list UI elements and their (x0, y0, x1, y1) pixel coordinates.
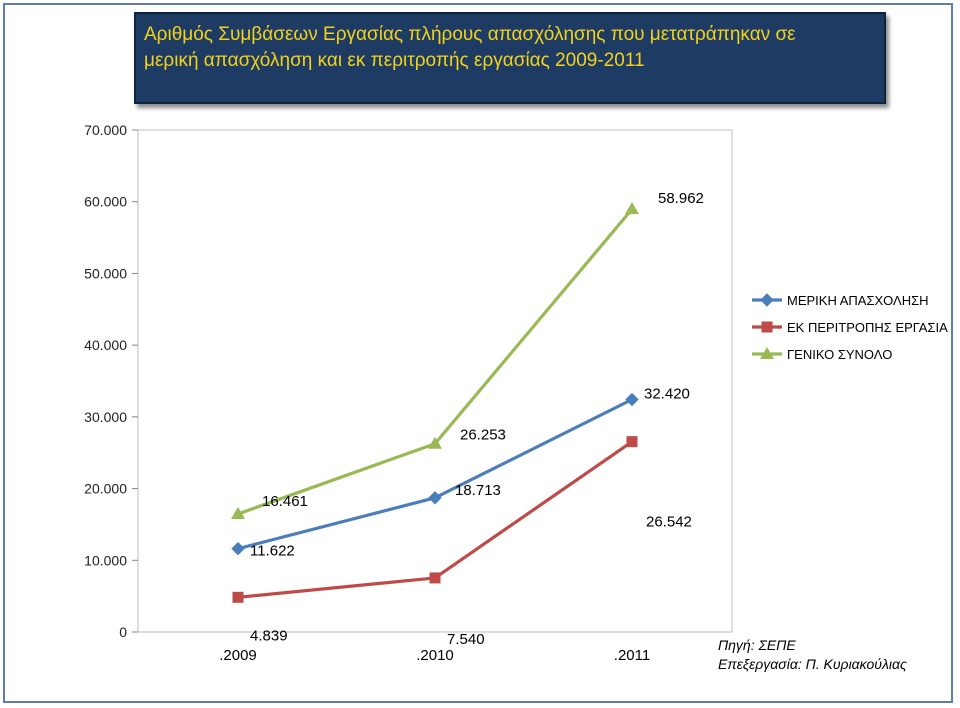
y-tick-label: 0 (119, 624, 127, 640)
data-label: 26.542 (646, 514, 692, 531)
data-label: 4.839 (250, 627, 288, 644)
data-label: 58.962 (658, 190, 704, 207)
slide-frame (3, 3, 953, 703)
series-line (237, 208, 634, 516)
data-point (428, 491, 442, 505)
data-label: 16.461 (262, 493, 308, 510)
legend-label: ΜΕΡΙΚΗ ΑΠΑΣΧΟΛΗΣΗ (787, 293, 929, 308)
y-tick-label: 30.000 (84, 409, 127, 425)
y-tick-label: 40.000 (84, 337, 127, 353)
title-banner: Αριθμός Συμβάσεων Εργασίας πλήρους απασχ… (134, 12, 886, 104)
y-tick-label: 10.000 (84, 552, 127, 568)
data-label: 7.540 (447, 631, 485, 648)
data-point (428, 436, 442, 449)
data-point (429, 572, 441, 584)
data-point (232, 591, 244, 603)
x-tick-label: .2011 (614, 647, 650, 664)
legend-label: ΕΚ ΠΕΡΙΤΡΟΠΗΣ ΕΡΓΑΣΙΑ (787, 320, 948, 335)
y-tick-label: 70.000 (84, 122, 127, 138)
data-label: 32.420 (644, 386, 690, 403)
legend-label: ΓΕΝΙΚΟ ΣΥΝΟΛΟ (787, 347, 892, 362)
data-point (231, 541, 245, 556)
y-tick-label: 20.000 (84, 481, 127, 497)
chart-title: Αριθμός Συμβάσεων Εργασίας πλήρους απασχ… (144, 24, 796, 71)
legend-marker (761, 321, 773, 333)
x-tick-label: .2009 (219, 647, 257, 664)
data-point (231, 506, 245, 519)
data-point (625, 392, 639, 407)
processing-credit-line: Επεξεργασία: Π. Κυριακούλιας (718, 656, 907, 672)
source-note: Πηγή: ΣΕΠΕ Επεξεργασία: Π. Κυριακούλιας (718, 636, 907, 674)
legend-marker (760, 347, 774, 359)
y-tick-label: 50.000 (84, 265, 127, 281)
data-label: 18.713 (455, 482, 501, 499)
y-tick-label: 60.000 (84, 194, 127, 210)
x-tick-label: .2010 (416, 647, 454, 664)
legend-marker (760, 293, 774, 307)
series-line (237, 398, 633, 551)
data-label: 26.253 (460, 427, 506, 444)
plot-area (137, 129, 733, 633)
data-point (626, 436, 638, 448)
source-line: Πηγή: ΣΕΠΕ (718, 637, 796, 653)
data-label: 11.622 (250, 543, 295, 560)
data-point (625, 202, 639, 215)
